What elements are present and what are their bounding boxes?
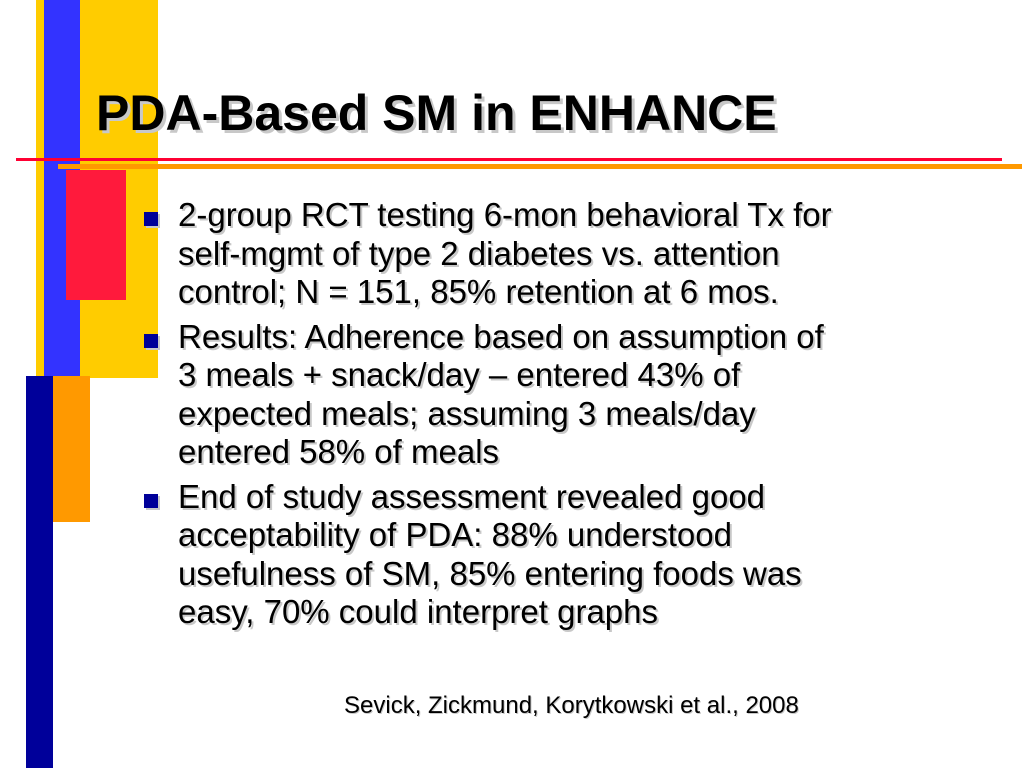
- bullet-line: entered 58% of meals: [178, 433, 500, 470]
- citation: Sevick, Zickmund, Korytkowski et al., 20…: [344, 692, 799, 719]
- bullet-line: expected meals; assuming 3 meals/day: [178, 394, 756, 432]
- bullet-line: easy, 70% could interpret graphs: [178, 593, 658, 630]
- square-bullet-icon: [144, 333, 158, 348]
- title-rule-orange: [58, 164, 1022, 169]
- decorative-bar-red: [66, 170, 126, 300]
- bullet-line: 2-group RCT testing 6-mon behavioral Tx …: [178, 196, 832, 233]
- bullet-list: 2-group RCT testing 6-mon behavioral Tx …: [140, 196, 980, 638]
- bullet-item: 2-group RCT testing 6-mon behavioral Tx …: [140, 196, 980, 312]
- bullet-item: End of study assessment revealed good ac…: [140, 478, 980, 632]
- bullet-line: self-mgmt of type 2 diabetes vs. attenti…: [178, 234, 780, 272]
- decorative-bar-orange: [50, 376, 90, 522]
- decorative-bar-navy: [26, 376, 53, 768]
- bullet-line: 3 meals + snack/day – entered 43% of: [178, 356, 741, 393]
- square-bullet-icon: [144, 493, 158, 508]
- square-bullet-icon: [144, 212, 158, 226]
- title-rule-red: [16, 158, 1002, 161]
- bullet-item: Results: Adherence based on assumption o…: [140, 318, 980, 472]
- bullet-line: Results: Adherence based on assumption o…: [178, 317, 824, 355]
- bullet-line: usefulness of SM, 85% entering foods was: [178, 554, 802, 592]
- bullet-line: End of study assessment revealed good: [178, 477, 766, 515]
- bullet-line: control; N = 151, 85% retention at 6 mos…: [178, 273, 779, 310]
- bullet-line: acceptability of PDA: 88% understood: [178, 516, 732, 553]
- slide-title: PDA-Based SM in ENHANCE: [96, 85, 777, 141]
